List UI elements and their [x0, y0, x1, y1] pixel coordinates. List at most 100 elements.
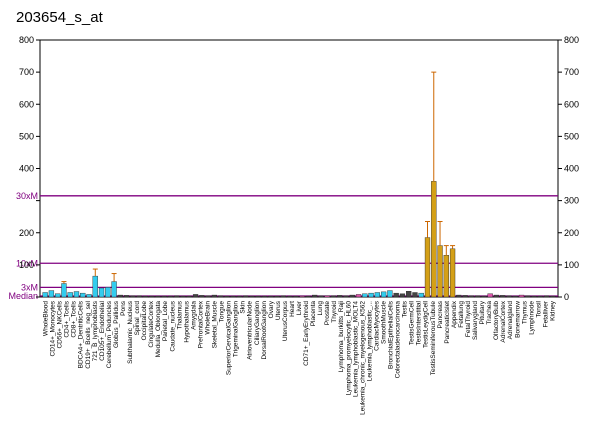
x-tick-label: Parietal_Lobe [162, 301, 169, 341]
x-tick-label: BronchialEpithelialCells [388, 300, 395, 369]
bar [73, 291, 80, 298]
x-tick-label: WholeBrain [204, 301, 211, 335]
x-tick-label: Subthalamic_Nucleus [127, 300, 134, 364]
bar [380, 291, 387, 298]
x-tick-label: Heart [289, 301, 296, 317]
bar [218, 295, 224, 298]
x-tick-label: Medulla_Oblongata [155, 301, 162, 358]
bar [130, 295, 136, 298]
bar [305, 295, 312, 298]
x-tick-label: BDCA4+_DentriticCells [78, 300, 85, 368]
y-tick-label-left: 400 [19, 164, 34, 174]
x-tick-label: SmoothMuscle [380, 301, 387, 344]
x-tick-label: Leukemia_chronic_myelogenous_K562 [359, 301, 366, 415]
bar [318, 295, 324, 298]
bar [80, 292, 86, 298]
y-tick-label-right: 200 [564, 228, 579, 238]
bar [443, 255, 449, 298]
bar [531, 295, 537, 298]
chart-title: 203654_s_at [16, 9, 104, 26]
x-tick-label: TestisGermCell [409, 300, 416, 345]
bar [368, 292, 374, 298]
bar [205, 295, 211, 298]
bar [199, 295, 205, 298]
x-tick-label: Testis [402, 300, 409, 317]
x-tick-label: Pancreas [437, 300, 444, 328]
x-tick-label: TrigeminalGanglion [233, 301, 240, 358]
bar [261, 295, 268, 298]
bar [399, 293, 406, 298]
x-tick-label: Uterus [275, 300, 282, 320]
x-tick-label: TestisInterstitial [416, 300, 423, 345]
x-tick-label: Lymphnode [528, 301, 535, 335]
bar [324, 295, 330, 298]
y-tick-label-left: 600 [19, 99, 34, 109]
bar [456, 294, 462, 298]
bar [550, 295, 556, 298]
bar [86, 294, 92, 298]
x-tick-label: SuperiorCervicalGanglion [226, 301, 233, 375]
bar [167, 295, 174, 298]
plot-area [39, 39, 559, 298]
bar [92, 275, 98, 298]
bar [155, 295, 161, 298]
bar [274, 295, 280, 298]
x-tick-label: Thyroid [331, 301, 338, 323]
x-tick-label: CD14+_Monocytes [50, 300, 57, 356]
bar [192, 294, 199, 298]
y-tick-label-left: 500 [19, 131, 34, 141]
bar [355, 294, 362, 298]
x-tick-label: Lung [317, 301, 324, 316]
x-tick-label: Salivarygland [472, 301, 479, 340]
bar [343, 295, 349, 298]
reference-line-label: 30xM [16, 191, 38, 201]
bar [512, 295, 518, 298]
bar [42, 292, 48, 298]
y-tick-label-right: 400 [564, 164, 579, 174]
bar [161, 295, 167, 298]
bar [418, 292, 424, 298]
x-tick-label: Cerebellum_Peduncles [106, 300, 113, 368]
x-tick-label: WholeBlood [43, 301, 50, 336]
y-tick-label-left: 200 [19, 228, 34, 238]
bar [525, 295, 531, 298]
x-axis-labels: WholeBlood CD14+_Monocytes CD56+_NKCells CD… [43, 300, 557, 415]
y-axis-left: 100 200 400 500 600 700 800 [19, 35, 40, 298]
bar [406, 291, 412, 298]
bar [337, 295, 343, 298]
x-tick-label: CD4+_Tcells [64, 300, 71, 337]
bar [149, 295, 155, 298]
bar [312, 294, 318, 298]
x-tick-label: Appendix [451, 300, 458, 328]
x-tick-label: Bonemarrow [514, 301, 521, 338]
x-tick-label: PancreaticIslet [444, 301, 451, 344]
x-tick-label: Colorectaladenocarcinoma [395, 301, 402, 379]
x-tick-label: Tongue [219, 301, 226, 323]
x-tick-label: Prostate [324, 301, 331, 326]
bar [481, 295, 487, 298]
x-tick-label: TestisLeydigCell [423, 300, 430, 348]
x-tick-label: CiliaryGanglion [254, 301, 261, 345]
reference-line-label: 10xM [16, 258, 38, 268]
x-tick-label: OlfactoryBulb [493, 301, 500, 340]
bar [111, 281, 117, 298]
bars [42, 181, 556, 298]
x-tick-label: CardiacMyocytes [373, 300, 380, 351]
y-tick-label-right: 600 [564, 99, 579, 109]
x-tick-label: OccipitalLobe [141, 301, 148, 341]
bar [475, 295, 481, 298]
x-tick-label: Hypothalamus [183, 300, 190, 342]
x-tick-label: 721_B_lymphoblasts [92, 300, 99, 361]
x-tick-label: CD19+_Bcells_neg_sel [85, 300, 92, 368]
bar [462, 295, 468, 298]
x-tick-label: Ovary [268, 300, 275, 318]
bar [142, 295, 149, 298]
bar [186, 295, 192, 298]
x-tick-label: Leukemia_lymphoblastic_MOLT4 [352, 301, 359, 397]
bar [362, 293, 368, 298]
bar [243, 295, 249, 298]
x-tick-label: Caudate_nucleus [169, 300, 176, 351]
y-tick-label-left: 100 [19, 260, 34, 270]
x-tick-label: TestisSeminiferousTubule [430, 301, 437, 376]
bar [349, 294, 355, 298]
